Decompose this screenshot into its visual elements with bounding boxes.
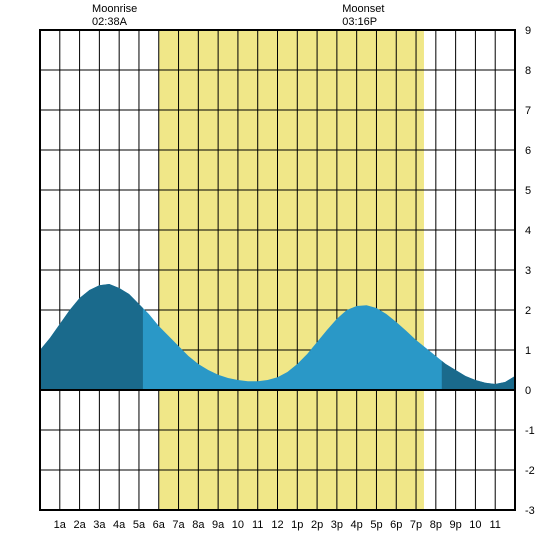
x-tick-label: 4a — [113, 519, 126, 531]
x-tick-label: 3p — [331, 519, 343, 531]
x-tick-label: 8p — [430, 519, 442, 531]
x-tick-label: 11 — [252, 519, 263, 531]
x-tick-label: 10 — [469, 519, 481, 531]
tide-chart: 1a2a3a4a5a6a7a8a9a1011121p2p3p4p5p6p7p8p… — [0, 0, 550, 550]
y-tick-label: 1 — [525, 345, 531, 357]
y-tick-label: 4 — [525, 225, 531, 237]
x-tick-label: 6p — [390, 519, 402, 531]
moonrise-title: Moonrise — [92, 3, 137, 15]
x-tick-label: 12 — [271, 519, 283, 531]
y-tick-label: -2 — [525, 465, 535, 477]
y-tick-label: 3 — [525, 265, 531, 277]
y-tick-label: 9 — [525, 25, 531, 37]
x-tick-label: 5a — [133, 519, 146, 531]
x-tick-label: 7a — [172, 519, 185, 531]
x-tick-label: 2p — [311, 519, 323, 531]
y-tick-label: 8 — [525, 65, 531, 77]
x-tick-label: 1a — [54, 519, 67, 531]
y-tick-label: 2 — [525, 305, 531, 317]
x-tick-label: 7p — [410, 519, 422, 531]
x-tick-label: 9a — [212, 519, 225, 531]
x-tick-label: 8a — [192, 519, 205, 531]
x-tick-label: 6a — [153, 519, 166, 531]
y-tick-label: -3 — [525, 505, 535, 517]
x-tick-label: 10 — [232, 519, 244, 531]
x-tick-label: 9p — [450, 519, 462, 531]
y-tick-label: 6 — [525, 145, 531, 157]
x-tick-label: 2a — [73, 519, 86, 531]
y-tick-label: 7 — [525, 105, 531, 117]
x-tick-label: 3a — [93, 519, 106, 531]
moonset-time: 03:16P — [342, 16, 377, 28]
x-tick-label: 11 — [489, 519, 500, 531]
x-tick-label: 1p — [291, 519, 303, 531]
moonset-title: Moonset — [342, 3, 384, 15]
y-tick-label: 0 — [525, 385, 531, 397]
x-tick-label: 4p — [351, 519, 363, 531]
x-tick-label: 5p — [370, 519, 382, 531]
moonrise-time: 02:38A — [92, 16, 128, 28]
y-tick-label: 5 — [525, 185, 531, 197]
y-tick-label: -1 — [525, 425, 535, 437]
